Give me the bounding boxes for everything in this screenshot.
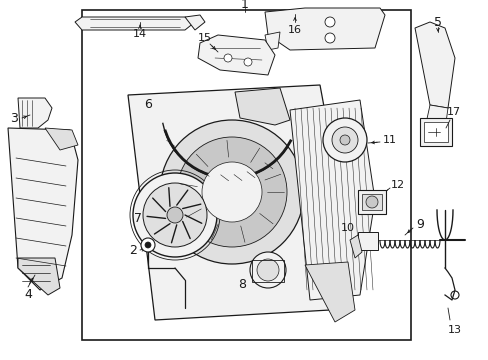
- Text: 15: 15: [198, 33, 212, 43]
- Circle shape: [202, 162, 262, 222]
- Polygon shape: [414, 22, 454, 108]
- Circle shape: [450, 291, 458, 299]
- Text: 8: 8: [238, 279, 245, 292]
- Polygon shape: [235, 88, 289, 125]
- Text: 13: 13: [447, 325, 461, 335]
- Circle shape: [323, 118, 366, 162]
- Circle shape: [142, 183, 206, 247]
- Polygon shape: [45, 128, 78, 150]
- Polygon shape: [349, 235, 361, 258]
- Polygon shape: [18, 258, 60, 295]
- Text: 2: 2: [129, 243, 137, 256]
- Polygon shape: [305, 262, 354, 322]
- Circle shape: [167, 207, 183, 223]
- Text: 5: 5: [433, 15, 441, 28]
- Text: 9: 9: [415, 219, 423, 231]
- Bar: [357, 190, 385, 214]
- Text: 17: 17: [446, 107, 460, 117]
- Circle shape: [133, 173, 217, 257]
- Bar: [82, 10, 410, 340]
- Polygon shape: [198, 35, 274, 75]
- Circle shape: [224, 54, 231, 62]
- Text: 3: 3: [10, 112, 18, 125]
- Bar: [357, 232, 377, 250]
- Circle shape: [244, 58, 251, 66]
- Circle shape: [141, 238, 155, 252]
- Circle shape: [339, 135, 349, 145]
- Text: 12: 12: [390, 180, 404, 190]
- Polygon shape: [18, 98, 52, 128]
- Bar: [423, 122, 447, 142]
- Polygon shape: [184, 15, 204, 30]
- Bar: [251, 260, 284, 282]
- Circle shape: [249, 252, 285, 288]
- Circle shape: [331, 127, 357, 153]
- Circle shape: [365, 196, 377, 208]
- Polygon shape: [128, 85, 345, 320]
- Circle shape: [160, 120, 304, 264]
- Polygon shape: [8, 128, 78, 290]
- Circle shape: [145, 242, 151, 248]
- Circle shape: [325, 33, 334, 43]
- Circle shape: [325, 17, 334, 27]
- Text: 16: 16: [287, 25, 302, 35]
- Polygon shape: [289, 100, 374, 300]
- Text: 1: 1: [241, 0, 248, 10]
- Circle shape: [257, 259, 279, 281]
- Text: 4: 4: [24, 288, 32, 302]
- Polygon shape: [264, 8, 384, 50]
- Text: 11: 11: [382, 135, 396, 145]
- Text: 14: 14: [133, 29, 147, 39]
- Polygon shape: [264, 32, 280, 50]
- Text: 6: 6: [144, 99, 152, 112]
- Polygon shape: [424, 105, 447, 130]
- Text: 10: 10: [340, 223, 354, 233]
- Circle shape: [177, 137, 286, 247]
- Bar: [419, 118, 451, 146]
- Bar: [361, 194, 381, 210]
- Text: 7: 7: [134, 211, 142, 225]
- Polygon shape: [75, 17, 195, 30]
